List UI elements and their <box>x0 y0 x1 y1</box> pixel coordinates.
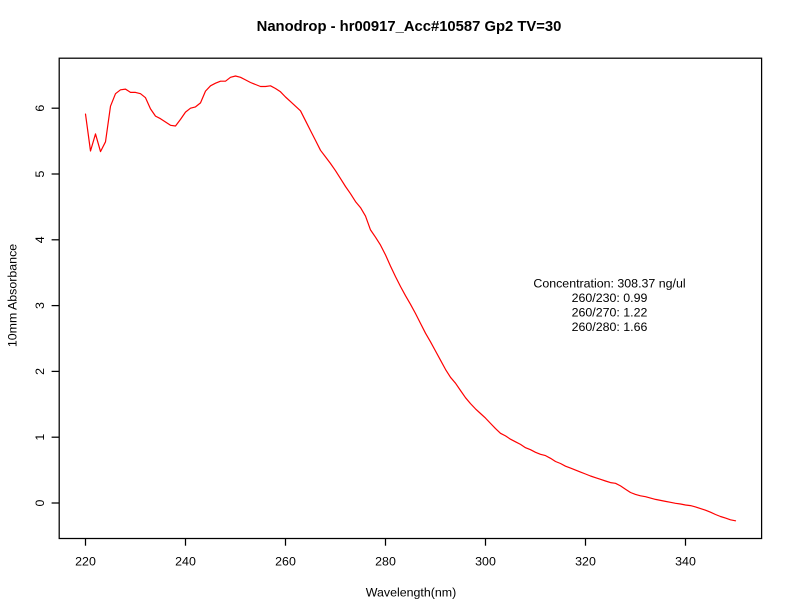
svg-text:1: 1 <box>33 434 47 441</box>
svg-text:240: 240 <box>175 555 196 569</box>
svg-text:260: 260 <box>275 555 296 569</box>
svg-text:220: 220 <box>75 555 96 569</box>
svg-text:Wavelength(nm): Wavelength(nm) <box>366 586 456 600</box>
svg-text:260/280: 1.66: 260/280: 1.66 <box>572 320 648 334</box>
svg-text:0: 0 <box>33 499 47 506</box>
svg-text:260/270: 1.22: 260/270: 1.22 <box>572 306 648 320</box>
svg-text:300: 300 <box>475 555 496 569</box>
svg-text:3: 3 <box>33 302 47 309</box>
svg-text:340: 340 <box>675 555 696 569</box>
svg-text:280: 280 <box>375 555 396 569</box>
svg-text:5: 5 <box>33 170 47 177</box>
svg-text:6: 6 <box>33 105 47 112</box>
svg-text:Concentration: 308.37 ng/ul: Concentration: 308.37 ng/ul <box>533 277 685 291</box>
svg-text:320: 320 <box>575 555 596 569</box>
svg-text:4: 4 <box>33 236 47 243</box>
svg-text:10mm Absorbance: 10mm Absorbance <box>6 244 20 347</box>
svg-text:2: 2 <box>33 368 47 375</box>
svg-text:260/230: 0.99: 260/230: 0.99 <box>572 291 648 305</box>
svg-text:Nanodrop - hr00917_Acc#10587 G: Nanodrop - hr00917_Acc#10587 Gp2 TV=30 <box>257 19 562 35</box>
